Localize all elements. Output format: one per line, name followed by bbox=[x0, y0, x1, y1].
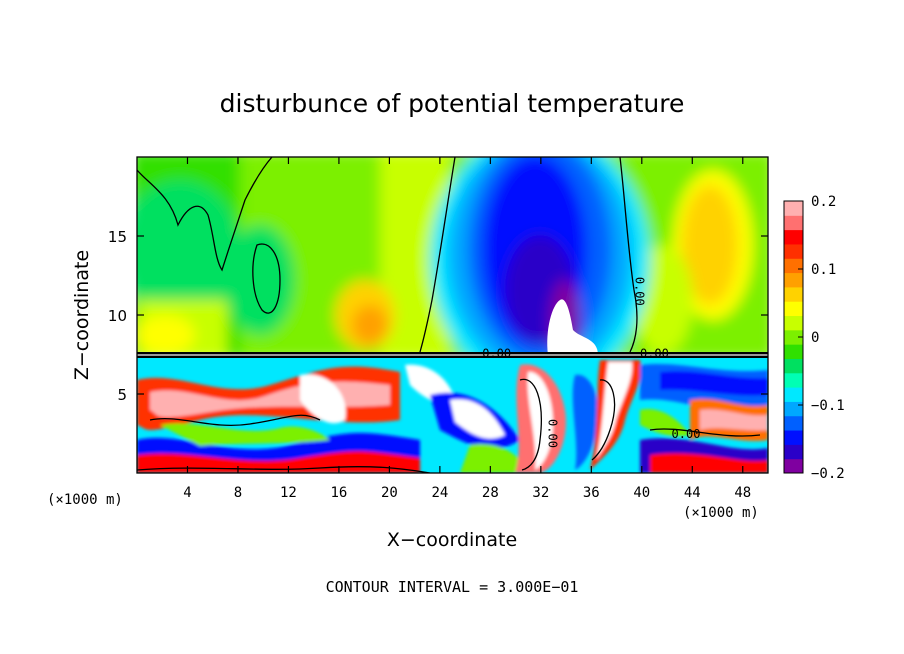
colorbar-swatch bbox=[784, 401, 803, 417]
contour-labels: 0.00 0.00 0.00 0.00 0.00 bbox=[482, 277, 700, 448]
colorbar-swatch bbox=[784, 315, 803, 331]
y-axis-title: Z−coordinate bbox=[71, 250, 93, 380]
x-tick-label: 24 bbox=[431, 485, 448, 501]
colorbar bbox=[784, 201, 803, 474]
colorbar-swatch bbox=[784, 286, 803, 302]
colorbar-ticks: 0.2 0.1 0 −0.1 −0.2 bbox=[798, 194, 845, 482]
x-tick-label: 36 bbox=[583, 485, 600, 501]
x-tick-label: 32 bbox=[532, 485, 549, 501]
colorbar-swatch bbox=[784, 329, 803, 345]
colorbar-swatch bbox=[784, 243, 803, 259]
x-tick-label: 44 bbox=[684, 485, 701, 501]
contour-lines bbox=[137, 157, 761, 473]
x-tick-label: 20 bbox=[381, 485, 398, 501]
colorbar-swatch bbox=[784, 229, 803, 245]
x-axis-ticks: 4 8 12 16 20 24 28 32 36 40 44 48 bbox=[183, 157, 751, 501]
x-tick-label: 16 bbox=[330, 485, 347, 501]
x-tick-label: 40 bbox=[633, 485, 650, 501]
colorbar-tick-label: −0.2 bbox=[811, 466, 845, 482]
x-unit-label-left: (×1000 m) bbox=[47, 492, 123, 508]
x-axis-title: X−coordinate bbox=[387, 529, 517, 551]
y-tick-label: 5 bbox=[117, 386, 127, 404]
heatmap-field bbox=[137, 157, 768, 473]
x-tick-label: 28 bbox=[482, 485, 499, 501]
colorbar-swatch bbox=[784, 344, 803, 359]
colorbar-swatch bbox=[784, 272, 803, 288]
colorbar-tick-label: 0.1 bbox=[811, 262, 836, 278]
chart-title: disturbunce of potential temperature bbox=[220, 89, 685, 118]
colorbar-swatch bbox=[784, 387, 803, 402]
colorbar-swatch bbox=[784, 258, 803, 274]
colorbar-swatch bbox=[784, 458, 803, 474]
y-tick-label: 10 bbox=[108, 307, 127, 325]
contour-label: 0.00 bbox=[632, 277, 646, 306]
colorbar-swatch bbox=[784, 215, 803, 231]
colorbar-swatch bbox=[784, 444, 803, 460]
contour-label: 0.00 bbox=[640, 347, 669, 361]
x-tick-label: 8 bbox=[234, 485, 242, 501]
x-unit-label-right: (×1000 m) bbox=[683, 505, 759, 521]
colorbar-swatch bbox=[784, 372, 803, 388]
x-tick-label: 12 bbox=[280, 485, 297, 501]
contour-label: 0.00 bbox=[545, 419, 559, 448]
colorbar-swatch bbox=[784, 358, 803, 374]
contour-interval-note: CONTOUR INTERVAL = 3.000E−01 bbox=[326, 578, 579, 596]
colorbar-tick-label: −0.1 bbox=[811, 398, 845, 414]
colorbar-swatch bbox=[784, 430, 803, 445]
x-tick-label: 48 bbox=[734, 485, 751, 501]
colorbar-tick-label: 0.2 bbox=[811, 194, 836, 210]
colorbar-swatch bbox=[784, 201, 803, 216]
x-tick-label: 4 bbox=[183, 485, 191, 501]
contour-label: 0.00 bbox=[672, 427, 701, 441]
colorbar-swatch bbox=[784, 301, 803, 317]
y-tick-label: 15 bbox=[108, 228, 127, 246]
colorbar-swatch bbox=[784, 415, 803, 431]
colorbar-tick-label: 0 bbox=[811, 330, 819, 346]
contour-label: 0.00 bbox=[482, 347, 511, 361]
y-axis-ticks: 5 10 15 bbox=[108, 228, 768, 404]
